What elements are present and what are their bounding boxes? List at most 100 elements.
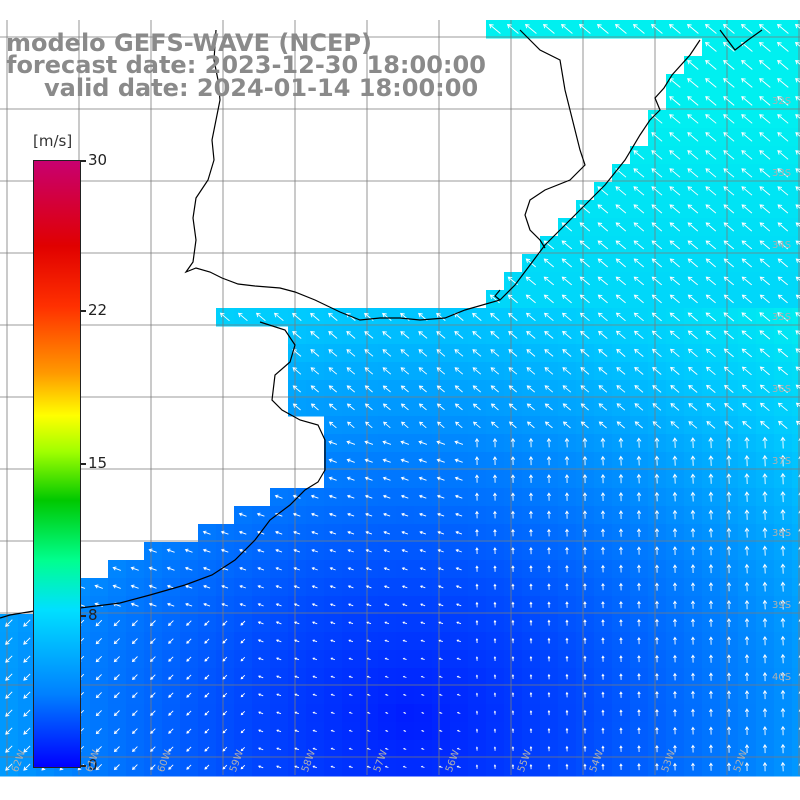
wind-arrow [759,402,770,412]
wind-arrow [565,763,569,770]
wind-arrow [257,603,264,607]
wind-arrow [310,494,319,499]
wind-arrow [492,474,497,483]
wind-cell [792,164,800,183]
wind-arrow [167,620,174,627]
wind-arrow [348,603,354,607]
wind-arrow [690,491,696,502]
wind-arrow [347,530,355,535]
wind-arrow [240,656,246,662]
wind-arrow [601,745,605,752]
wind-arrow [511,692,515,697]
wind-arrow [726,563,732,574]
wind-cell [792,596,800,615]
wind-arrow [167,602,175,607]
wind-arrow [402,675,407,678]
wind-arrow [795,168,800,173]
wind-arrow [706,421,716,429]
wind-arrow [23,637,31,645]
wind-arrow [582,510,587,519]
wind-arrow [673,690,677,699]
wind-arrow [726,509,732,520]
wind-arrow [708,509,714,520]
wind-arrow [637,564,641,573]
wind-arrow [544,385,554,393]
wind-arrow [456,603,462,607]
wind-arrow [777,366,788,376]
wind-arrow [203,584,211,589]
wind-arrow [346,440,356,445]
wind-arrow [438,693,443,696]
wind-arrow [744,454,750,467]
wind-arrow [580,385,590,393]
wind-arrow [726,708,731,717]
lat-label: 40S [772,672,792,683]
wind-arrow [418,476,427,481]
wind-arrow [780,563,786,574]
wind-arrow [780,581,786,592]
wind-arrow [436,367,446,375]
wind-arrow [364,476,373,481]
wind-arrow [723,366,734,376]
wind-arrow [726,672,731,681]
wind-arrow [762,708,768,718]
wind-arrow [240,710,246,716]
wind-arrow [619,546,623,555]
wind-arrow [741,204,753,214]
wind-cell [792,686,800,705]
wind-arrow [348,711,353,714]
wind-arrow [328,349,338,357]
wind-arrow [312,729,317,733]
wind-arrow [257,621,264,625]
wind-arrow [705,366,716,376]
wind-arrow [619,582,623,591]
wind-arrow [546,492,551,501]
wind-arrow [258,765,264,769]
wind-arrow [385,693,389,696]
wind-arrow [510,456,516,466]
wind-arrow [203,566,211,571]
wind-arrow [419,421,427,429]
wind-arrow [455,567,462,571]
wind-arrow [293,585,300,589]
wind-arrow [651,348,662,358]
wind-arrow [618,492,624,502]
wind-cell [792,722,800,741]
wind-cell [792,650,800,669]
wind-arrow [168,692,174,698]
wind-arrow [724,402,734,411]
wind-arrow [619,655,623,663]
wind-arrow [759,384,770,394]
wind-arrow [546,437,552,448]
wind-arrow [618,473,624,484]
wind-arrow [580,403,589,411]
wind-arrow [347,585,354,589]
wind-arrow [565,546,569,555]
wind-arrow [744,618,750,628]
wind-arrow [562,330,572,339]
wind-arrow [384,657,389,661]
wind-arrow [582,437,588,448]
wind-arrow [600,437,606,448]
wind-arrow [601,763,605,770]
wind-arrow [113,710,120,717]
wind-arrow [655,744,659,753]
wind-arrow [762,509,768,520]
wind-arrow [759,222,771,232]
wind-arrow [310,385,319,393]
wind-arrow [220,530,229,535]
wind-arrow [475,710,479,715]
wind-arrow [508,421,517,429]
wind-arrow [723,168,735,178]
wind-arrow [580,367,590,375]
wind-arrow [673,672,677,681]
wind-arrow [293,639,300,643]
wind-arrow [762,491,768,503]
wind-arrow [275,621,282,625]
wind-arrow [421,729,425,732]
wind-arrow [403,747,407,750]
wind-arrow [292,403,301,411]
wind-arrow [670,384,680,393]
wind-arrow [544,330,554,339]
wind-arrow [293,603,300,607]
